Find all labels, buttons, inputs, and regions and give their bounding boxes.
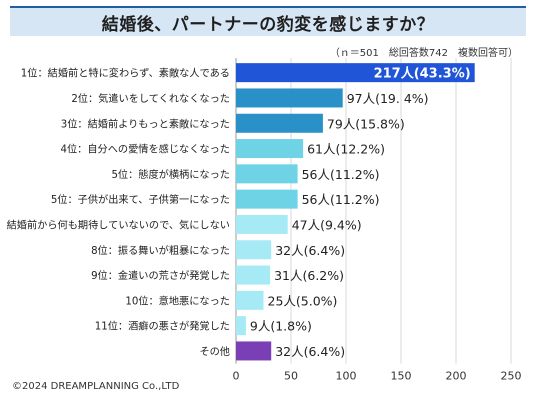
bar-10 bbox=[236, 290, 264, 310]
chart-title-bar: 結婚後、パートナーの豹変を感じますか？ bbox=[10, 6, 526, 36]
bar-7 bbox=[236, 214, 288, 234]
value-label-6: 56人(11.2%) bbox=[302, 192, 380, 207]
category-label-7: 7位：結婚前から何も期待していないので、気にしない bbox=[0, 218, 230, 231]
category-label-10: 10位：意地悪になった bbox=[125, 294, 230, 307]
value-label-3: 79人(15.8%) bbox=[327, 116, 405, 131]
x-tick-label-200: 200 bbox=[446, 370, 467, 383]
category-label-11: 11位：酒癖の悪さが発覚した bbox=[95, 320, 230, 333]
bar-2 bbox=[236, 88, 343, 108]
bar-1 bbox=[236, 63, 475, 83]
bar-8 bbox=[236, 240, 272, 260]
category-label-4: 4位：自分への愛情を感じなくなった bbox=[61, 143, 230, 156]
value-label-8: 32人(6.4%) bbox=[275, 243, 345, 258]
value-label-10: 25人(5.0%) bbox=[268, 293, 338, 308]
value-label-5: 56人(11.2%) bbox=[302, 167, 380, 182]
category-label-1: 1位：結婚前と特に変わらず、素敵な人である bbox=[21, 67, 230, 80]
bar-5 bbox=[236, 164, 298, 184]
category-label-5: 5位：態度が横柄になった bbox=[111, 168, 230, 181]
bar-11 bbox=[236, 316, 246, 336]
value-label-9: 31人(6.2%) bbox=[274, 268, 344, 283]
bar-9 bbox=[236, 265, 271, 285]
bar-4 bbox=[236, 139, 304, 159]
sample-note: （ｎ＝501 総回答数742 複数回答可） bbox=[329, 48, 518, 59]
category-label-8: 8位：振る舞いが粗暴になった bbox=[91, 244, 230, 257]
value-label-11: 9人(1.8%) bbox=[250, 319, 312, 334]
x-tick-label-150: 150 bbox=[391, 370, 412, 383]
x-tick-label-100: 100 bbox=[336, 370, 357, 383]
category-label-3: 3位：結婚前よりもっと素敵になった bbox=[61, 117, 230, 130]
x-tick-label-50: 50 bbox=[284, 370, 298, 383]
value-label-4: 61人(12.2%) bbox=[307, 142, 385, 157]
value-label-7: 47人(9.4%) bbox=[292, 217, 362, 232]
copyright-text: ©2024 DREAMPLANNING Co.,LTD bbox=[12, 381, 180, 392]
x-tick-label-0: 0 bbox=[233, 370, 240, 383]
value-label-1: 217人(43.3%) bbox=[374, 66, 471, 82]
chart-title: 結婚後、パートナーの豹変を感じますか？ bbox=[101, 14, 435, 35]
category-label-12: その他 bbox=[199, 345, 230, 358]
bar-6 bbox=[236, 189, 298, 209]
x-tick-label-250: 250 bbox=[501, 370, 522, 383]
category-label-9: 9位：金遣いの荒さが発覚した bbox=[91, 269, 230, 282]
value-label-2: 97人(19. 4%) bbox=[347, 91, 429, 106]
category-label-6: 5位：子供が出来て、子供第一になった bbox=[51, 193, 230, 206]
value-label-12: 32人(6.4%) bbox=[275, 344, 345, 359]
category-label-2: 2位：気遣いをしてくれなくなった bbox=[71, 92, 230, 105]
bar-12 bbox=[236, 341, 272, 361]
bar-3 bbox=[236, 113, 323, 133]
